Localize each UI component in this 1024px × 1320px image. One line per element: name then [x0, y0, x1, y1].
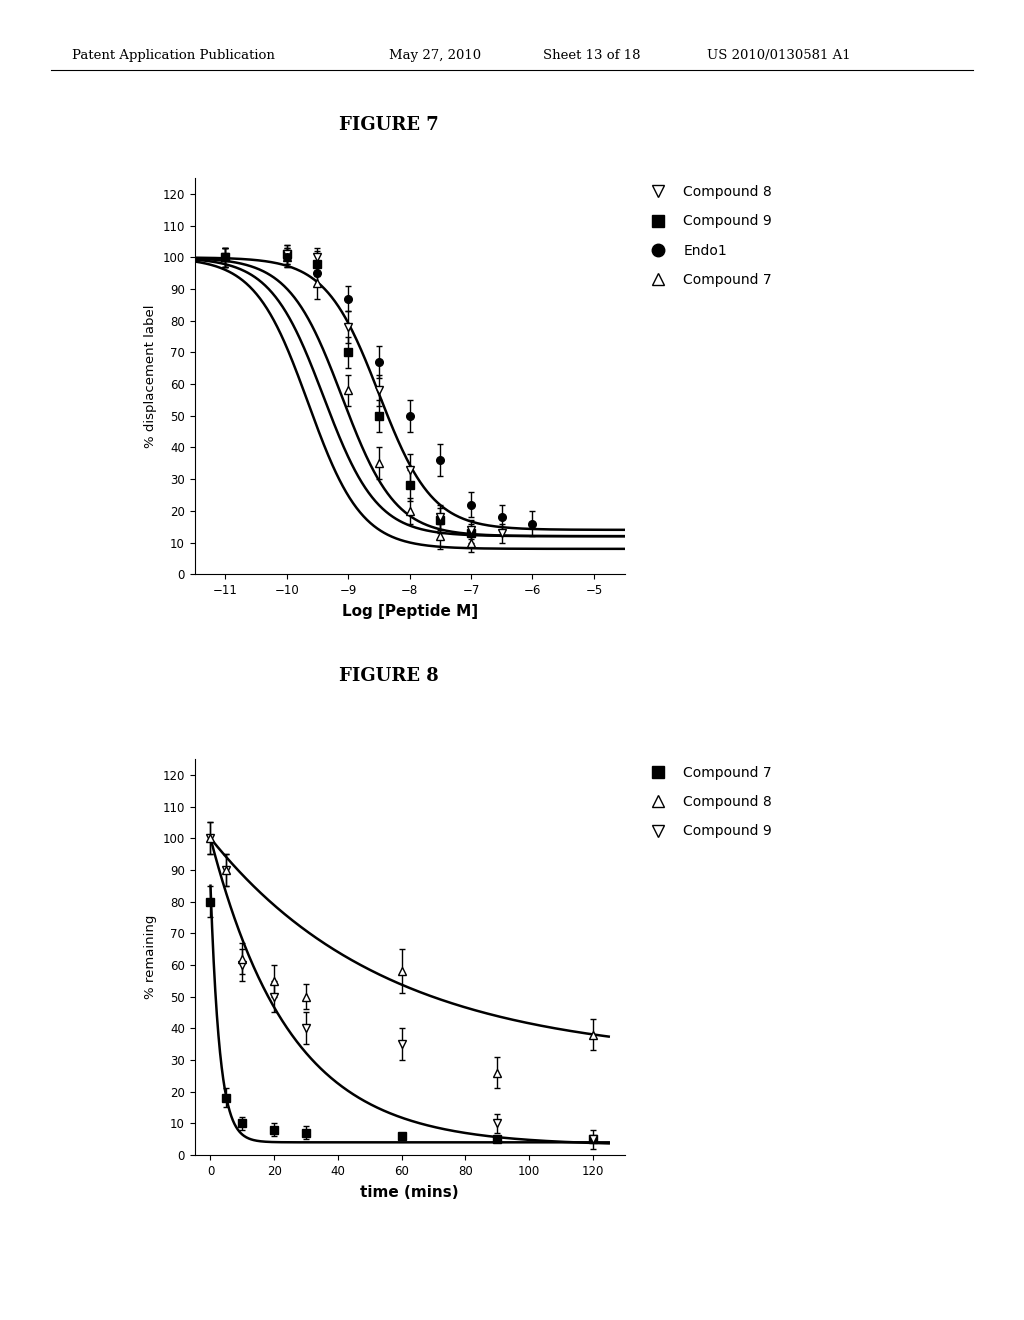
- Text: US 2010/0130581 A1: US 2010/0130581 A1: [707, 49, 850, 62]
- Text: May 27, 2010: May 27, 2010: [389, 49, 481, 62]
- Legend: Compound 8, Compound 9, Endo1, Compound 7: Compound 8, Compound 9, Endo1, Compound …: [644, 185, 772, 286]
- Y-axis label: % remaining: % remaining: [144, 915, 157, 999]
- Text: Patent Application Publication: Patent Application Publication: [72, 49, 274, 62]
- Text: Sheet 13 of 18: Sheet 13 of 18: [543, 49, 640, 62]
- Text: FIGURE 8: FIGURE 8: [339, 667, 439, 685]
- Legend: Compound 7, Compound 8, Compound 9: Compound 7, Compound 8, Compound 9: [644, 766, 772, 838]
- X-axis label: time (mins): time (mins): [360, 1184, 459, 1200]
- X-axis label: Log [Peptide M]: Log [Peptide M]: [342, 603, 477, 619]
- Text: FIGURE 7: FIGURE 7: [339, 116, 439, 135]
- Y-axis label: % displacement label: % displacement label: [144, 305, 157, 447]
